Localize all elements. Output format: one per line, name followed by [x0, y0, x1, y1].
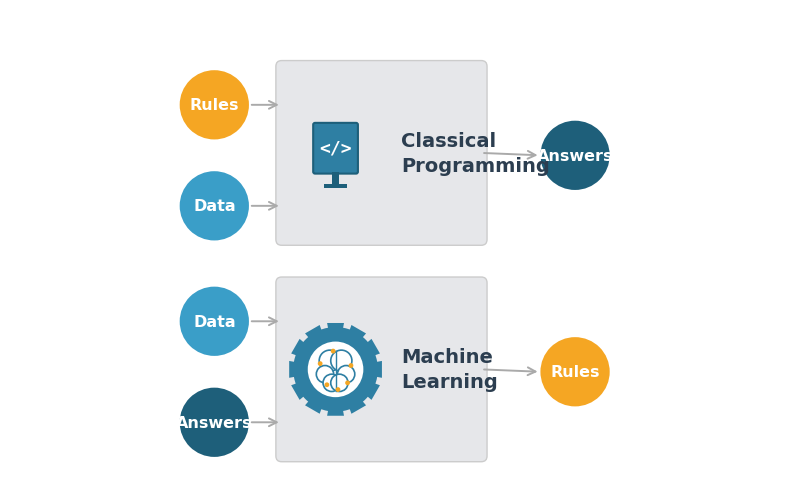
- Text: Machine
Learning: Machine Learning: [401, 348, 498, 392]
- Circle shape: [345, 381, 350, 385]
- Circle shape: [308, 342, 364, 397]
- Text: </>: </>: [320, 140, 352, 157]
- Text: Data: Data: [193, 199, 236, 214]
- Circle shape: [324, 383, 329, 387]
- Text: Rules: Rules: [551, 364, 600, 380]
- Text: Rules: Rules: [189, 98, 239, 113]
- Circle shape: [293, 327, 378, 412]
- Bar: [324, 185, 347, 189]
- Text: Data: Data: [193, 314, 236, 329]
- Text: Answers: Answers: [537, 148, 614, 164]
- Circle shape: [540, 337, 610, 407]
- Circle shape: [336, 387, 340, 392]
- Circle shape: [319, 350, 340, 372]
- FancyBboxPatch shape: [276, 277, 487, 462]
- Circle shape: [337, 366, 355, 383]
- Circle shape: [331, 374, 348, 392]
- Circle shape: [316, 366, 334, 383]
- Circle shape: [180, 172, 249, 241]
- Circle shape: [540, 121, 610, 191]
- FancyBboxPatch shape: [313, 124, 358, 174]
- Circle shape: [348, 363, 353, 368]
- FancyBboxPatch shape: [276, 61, 487, 246]
- Circle shape: [180, 71, 249, 140]
- Circle shape: [318, 361, 323, 366]
- Circle shape: [331, 350, 352, 372]
- Text: Classical
Programming: Classical Programming: [401, 132, 551, 176]
- Polygon shape: [289, 324, 382, 416]
- Bar: [332, 172, 340, 185]
- Text: Answers: Answers: [176, 415, 252, 430]
- Circle shape: [180, 388, 249, 457]
- Circle shape: [323, 374, 340, 392]
- Circle shape: [180, 287, 249, 356]
- Circle shape: [331, 349, 336, 354]
